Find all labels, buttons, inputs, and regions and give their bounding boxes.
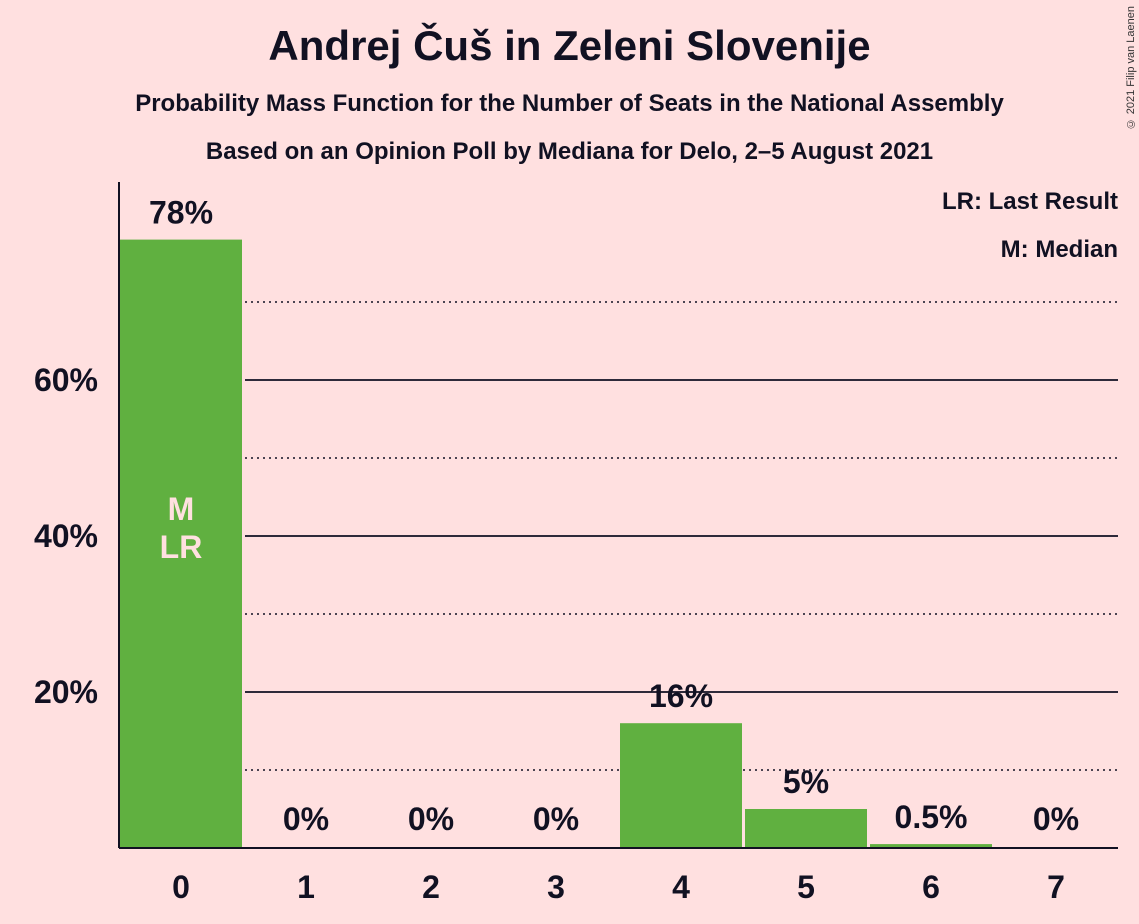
bar <box>870 844 992 848</box>
y-tick-label: 60% <box>34 362 98 398</box>
bar-value-label: 16% <box>649 678 713 714</box>
bar <box>120 239 242 849</box>
bar-value-label: 0% <box>533 801 579 837</box>
bar-value-label: 0.5% <box>895 799 968 835</box>
bar-value-label: 0% <box>408 801 454 837</box>
chart-subtitle: Probability Mass Function for the Number… <box>135 90 1004 117</box>
x-tick-label: 5 <box>797 869 815 905</box>
bar-value-label: 0% <box>1033 801 1079 837</box>
bar-value-label: 0% <box>283 801 329 837</box>
bar <box>620 723 742 848</box>
median-marker: M <box>168 491 195 527</box>
x-tick-label: 7 <box>1047 869 1065 905</box>
legend-last-result: LR: Last Result <box>942 188 1118 215</box>
bar-value-label: 5% <box>783 764 829 800</box>
x-tick-label: 0 <box>172 869 190 905</box>
y-tick-label: 40% <box>34 518 98 554</box>
x-tick-label: 2 <box>422 869 440 905</box>
x-tick-label: 3 <box>547 869 565 905</box>
chart-title: Andrej Čuš in Zeleni Slovenije <box>268 22 871 69</box>
legend-median: M: Median <box>1001 236 1118 263</box>
last-result-marker: LR <box>160 529 203 565</box>
chart-subtitle-source: Based on an Opinion Poll by Mediana for … <box>205 138 934 165</box>
x-tick-label: 4 <box>672 869 690 905</box>
x-tick-label: 6 <box>922 869 940 905</box>
bar-value-label: 78% <box>149 195 213 231</box>
bar <box>745 809 867 848</box>
y-tick-label: 20% <box>34 674 98 710</box>
x-tick-label: 1 <box>297 869 315 905</box>
